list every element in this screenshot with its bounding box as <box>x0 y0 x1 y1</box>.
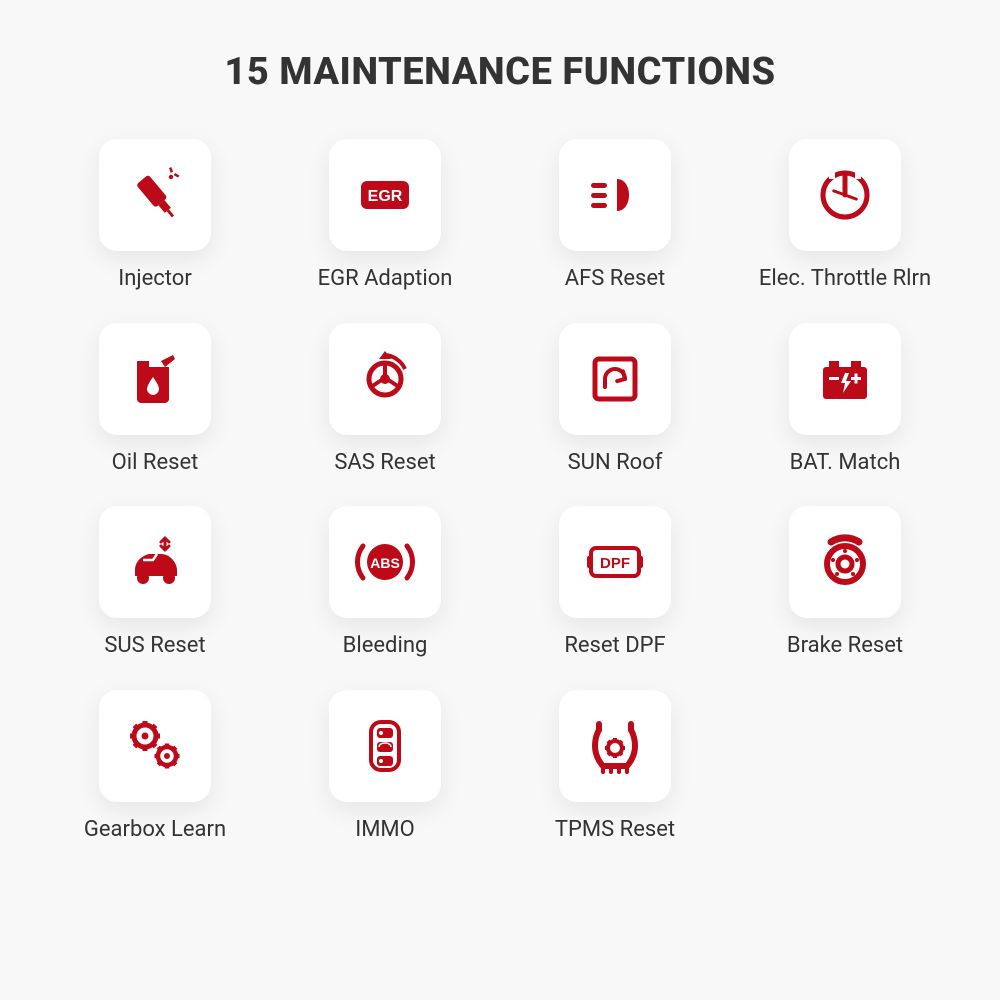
egr-icon <box>355 165 415 225</box>
function-tile[interactable] <box>559 690 671 802</box>
function-item: BAT. Match <box>750 323 940 477</box>
function-item: Reset DPF <box>520 506 710 660</box>
oil-icon <box>125 349 185 409</box>
function-item: IMMO <box>290 690 480 844</box>
function-tile[interactable] <box>329 323 441 435</box>
function-item: Oil Reset <box>60 323 250 477</box>
abs-icon <box>355 532 415 592</box>
function-tile[interactable] <box>99 139 211 251</box>
function-item: SUS Reset <box>60 506 250 660</box>
function-tile[interactable] <box>329 690 441 802</box>
function-item: SUN Roof <box>520 323 710 477</box>
function-label: Injector <box>118 265 192 293</box>
function-item: SAS Reset <box>290 323 480 477</box>
gearbox-icon <box>125 716 185 776</box>
function-tile[interactable] <box>99 506 211 618</box>
dpf-icon <box>585 532 645 592</box>
function-label: EGR Adaption <box>318 265 453 293</box>
function-tile[interactable] <box>789 323 901 435</box>
function-tile[interactable] <box>99 690 211 802</box>
function-item: Elec. Throttle Rlrn <box>750 139 940 293</box>
function-item: TPMS Reset <box>520 690 710 844</box>
function-label: TPMS Reset <box>555 816 675 844</box>
brake-icon <box>815 532 875 592</box>
function-item: Brake Reset <box>750 506 940 660</box>
function-item: Bleeding <box>290 506 480 660</box>
function-item: EGR Adaption <box>290 139 480 293</box>
function-label: IMMO <box>355 816 415 844</box>
immo-icon <box>355 716 415 776</box>
function-label: AFS Reset <box>565 265 665 293</box>
function-label: SUS Reset <box>104 632 205 660</box>
function-label: Gearbox Learn <box>84 816 226 844</box>
battery-icon <box>815 349 875 409</box>
function-tile[interactable] <box>329 506 441 618</box>
function-label: Reset DPF <box>564 632 665 660</box>
function-item: Injector <box>60 139 250 293</box>
afs-icon <box>585 165 645 225</box>
function-tile[interactable] <box>789 506 901 618</box>
function-label: SAS Reset <box>334 449 435 477</box>
function-item: Gearbox Learn <box>60 690 250 844</box>
function-tile[interactable] <box>99 323 211 435</box>
function-grid: Injector EGR Adaption AFS Reset Elec. Throt… <box>60 139 940 843</box>
injector-icon <box>125 165 185 225</box>
function-label: SUN Roof <box>568 449 663 477</box>
sunroof-icon <box>585 349 645 409</box>
function-tile[interactable] <box>559 139 671 251</box>
function-label: Brake Reset <box>787 632 903 660</box>
suspension-icon <box>125 532 185 592</box>
page-title: 15 MAINTENANCE FUNCTIONS <box>60 50 940 94</box>
function-tile[interactable] <box>329 139 441 251</box>
function-label: BAT. Match <box>790 449 901 477</box>
infographic-container: 15 MAINTENANCE FUNCTIONS Injector EGR Ada… <box>0 0 1000 1000</box>
function-label: Oil Reset <box>112 449 199 477</box>
function-tile[interactable] <box>559 506 671 618</box>
tpms-icon <box>585 716 645 776</box>
function-tile[interactable] <box>789 139 901 251</box>
function-label: Bleeding <box>343 632 428 660</box>
function-label: Elec. Throttle Rlrn <box>759 265 931 293</box>
function-tile[interactable] <box>559 323 671 435</box>
function-item: AFS Reset <box>520 139 710 293</box>
throttle-icon <box>815 165 875 225</box>
sas-icon <box>355 349 415 409</box>
